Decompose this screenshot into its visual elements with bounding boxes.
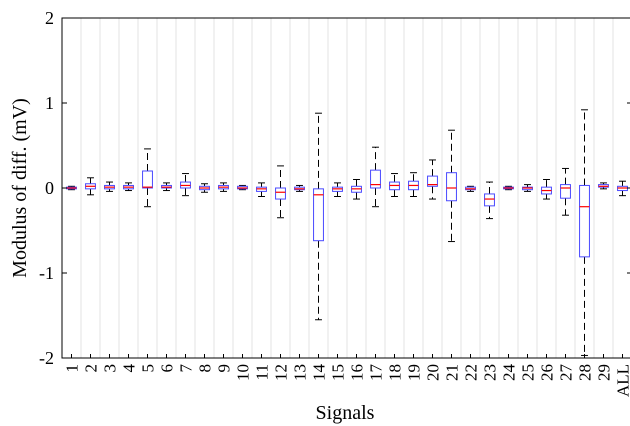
x-tick-label: 23: [481, 364, 500, 381]
box: [275, 187, 286, 200]
y-tick-label: 2: [45, 8, 54, 28]
box: [427, 175, 438, 187]
x-tick-label: 22: [462, 364, 481, 381]
x-tick-label: 15: [329, 364, 348, 381]
x-tick-label: 27: [557, 364, 576, 382]
x-tick-label: 16: [348, 364, 367, 381]
box-group: [66, 109, 628, 356]
box: [560, 184, 571, 199]
y-axis-ticks: -2 -1 0 1 2: [39, 8, 630, 368]
x-tick-label: 26: [538, 364, 557, 381]
y-tick-label: 0: [45, 178, 54, 198]
x-tick-label: 6: [158, 364, 177, 373]
x-axis-label: Signals: [316, 402, 375, 424]
x-tick-label: 5: [139, 364, 158, 373]
x-tick-label: 2: [82, 364, 101, 373]
x-tick-label: 3: [101, 364, 120, 373]
x-tick-label: 19: [405, 364, 424, 381]
box: [579, 184, 590, 258]
x-tick-label: 13: [291, 364, 310, 381]
x-tick-label: 7: [177, 364, 196, 373]
x-tick-label: 1: [63, 364, 82, 373]
x-tick-label: 28: [576, 364, 595, 381]
x-tick-label: 10: [234, 364, 253, 381]
x-tick-label: 8: [196, 364, 215, 373]
box: [142, 170, 153, 189]
x-axis-ticks: 1 2 3 4 5 6 7 8 9 10 11 12 13 14 15 16 17 18 19 20 21 22 23 24 2…: [63, 354, 630, 397]
x-tick-label: 25: [519, 364, 538, 381]
x-tick-label: 18: [386, 364, 405, 381]
x-tick-label: 24: [500, 364, 519, 382]
box: [484, 193, 495, 207]
grid-lines: [80, 18, 614, 358]
x-tick-label: 4: [120, 364, 139, 373]
y-axis-label: Modulus of diff. (mV): [9, 98, 31, 278]
x-tick-label: 20: [424, 364, 443, 381]
x-tick-label: 14: [310, 364, 329, 382]
x-tick-label: 9: [215, 364, 234, 373]
y-tick-label: -2: [39, 348, 54, 368]
box: [313, 188, 324, 242]
x-tick-label: ALL: [614, 364, 630, 397]
x-tick-label: 17: [367, 364, 386, 382]
x-tick-label: 12: [272, 364, 291, 381]
box: [446, 172, 457, 202]
x-tick-label: 21: [443, 364, 462, 381]
y-tick-label: 1: [45, 93, 54, 113]
y-tick-label: -1: [39, 263, 54, 283]
box: [370, 169, 381, 189]
x-tick-label: 29: [595, 364, 614, 381]
x-tick-label: 11: [253, 364, 272, 380]
